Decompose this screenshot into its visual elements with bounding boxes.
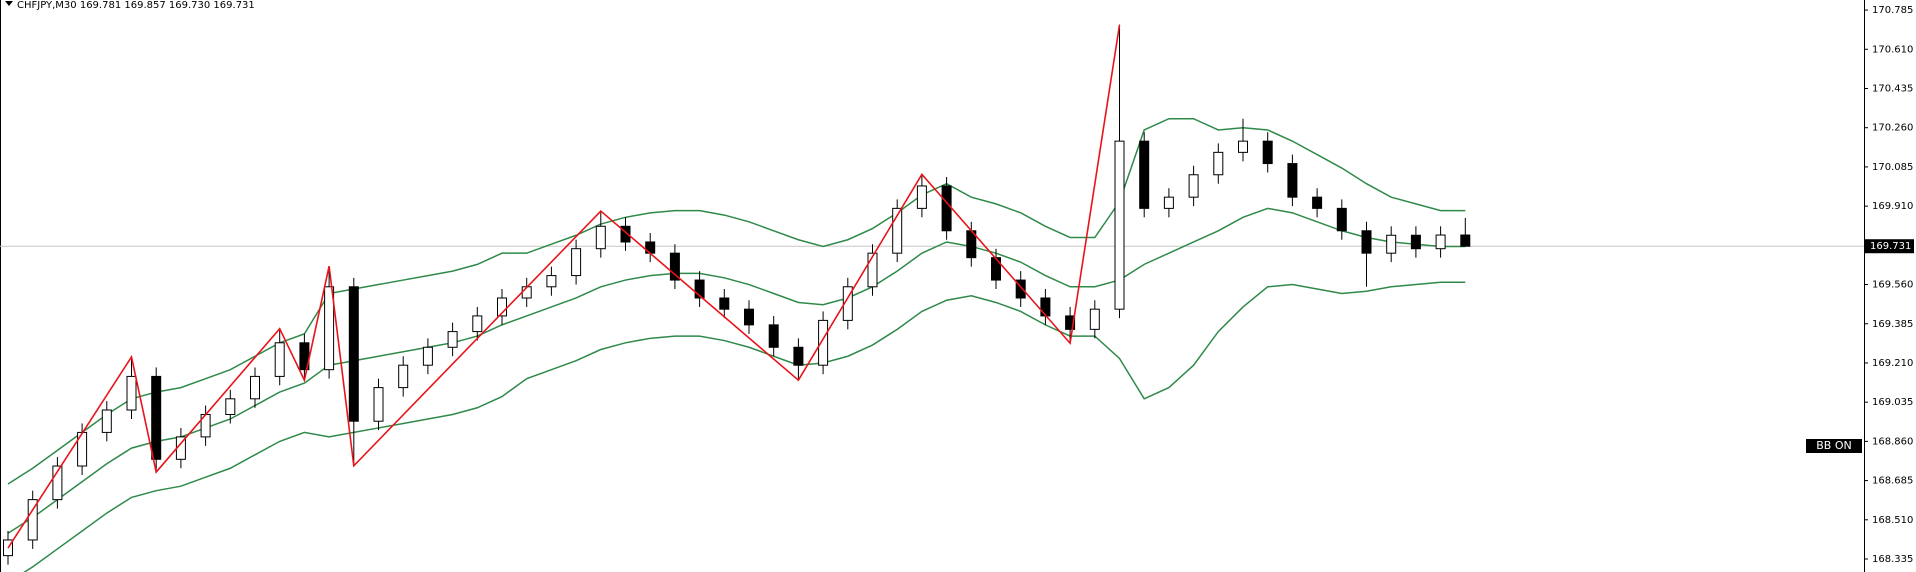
candle-body (1410, 234, 1421, 250)
candle-body (719, 297, 730, 310)
y-tick-label: 168.860 (1872, 436, 1913, 447)
y-tick-label: 169.560 (1872, 280, 1913, 291)
candle-body (1238, 140, 1248, 153)
candle-body (422, 346, 433, 366)
candle-body (1089, 308, 1100, 330)
candle-body (867, 252, 878, 288)
plot (0, 24, 1864, 572)
indicator-label: BB ON (1816, 439, 1851, 452)
candle-body (1312, 196, 1323, 209)
y-tick-label: 169.035 (1872, 397, 1913, 408)
candle-body (842, 286, 853, 321)
candle-body (1114, 140, 1125, 310)
y-tick-label: 170.435 (1872, 83, 1913, 94)
y-tick-label: 170.610 (1872, 44, 1913, 55)
y-tick-label: 168.510 (1872, 515, 1913, 526)
candle-body (694, 279, 705, 299)
candle-body (892, 207, 903, 254)
candle-body (52, 465, 63, 501)
y-tick-label: 170.085 (1872, 162, 1913, 173)
candle-body (793, 346, 804, 366)
candle-body (1262, 140, 1273, 165)
y-tick-label: 169.385 (1872, 319, 1913, 330)
bollinger-upper (7, 117, 1466, 485)
candle-body (27, 499, 38, 541)
candle-body (1287, 163, 1298, 198)
candle-body (151, 375, 162, 460)
symbol-menu-arrow[interactable] (5, 1, 13, 6)
candle-body (348, 286, 359, 422)
candle-body (744, 308, 754, 326)
last-price-box (1865, 239, 1914, 254)
candle-body (497, 297, 507, 317)
candle-body (1040, 297, 1051, 317)
candle-body (1460, 234, 1471, 247)
y-tick-label: 170.260 (1872, 123, 1913, 134)
candle-body (324, 286, 335, 371)
candle-body (818, 319, 829, 366)
candle-body (1188, 174, 1199, 198)
candle-body (1213, 151, 1224, 176)
y-tick-label: 168.685 (1872, 476, 1913, 487)
candle-body (571, 248, 582, 277)
candle-body (1163, 196, 1174, 209)
candle-body (991, 257, 1001, 281)
y-tick-label: 168.335 (1872, 554, 1913, 565)
candle-body (447, 331, 458, 348)
indicator-box (1806, 439, 1862, 453)
candle-body (1336, 207, 1347, 232)
candle-body (1435, 234, 1446, 250)
bollinger-middle (7, 207, 1466, 534)
candle-body (768, 324, 779, 348)
candle-body (398, 364, 409, 389)
chart-title: CHFJPY,M30 169.781 169.857 169.730 169.7… (17, 0, 255, 11)
candle-body (669, 252, 680, 281)
candle-body (620, 225, 631, 243)
candle-body (546, 275, 557, 288)
last-price-label: 169.731 (1870, 241, 1911, 252)
candle-body (1361, 230, 1372, 254)
candle-body (225, 398, 236, 415)
candle-body (126, 375, 137, 411)
zigzag-line (7, 24, 1121, 549)
candle-body (916, 185, 927, 209)
candle-body (941, 185, 952, 232)
candle-body (595, 225, 606, 250)
candle-body (373, 387, 384, 422)
y-tick-label: 169.910 (1872, 201, 1913, 212)
candle-body (274, 342, 285, 377)
candle-body (250, 375, 260, 400)
bollinger-lower (23, 281, 1466, 572)
candle-body (472, 315, 483, 333)
candle-body (1015, 279, 1026, 299)
candle-body (1139, 140, 1150, 209)
candle-body (1386, 234, 1397, 254)
candle-body (101, 409, 112, 433)
y-tick-label: 169.210 (1872, 358, 1913, 369)
y-tick-label: 170.785 (1872, 5, 1913, 16)
candle-body (1065, 315, 1076, 330)
